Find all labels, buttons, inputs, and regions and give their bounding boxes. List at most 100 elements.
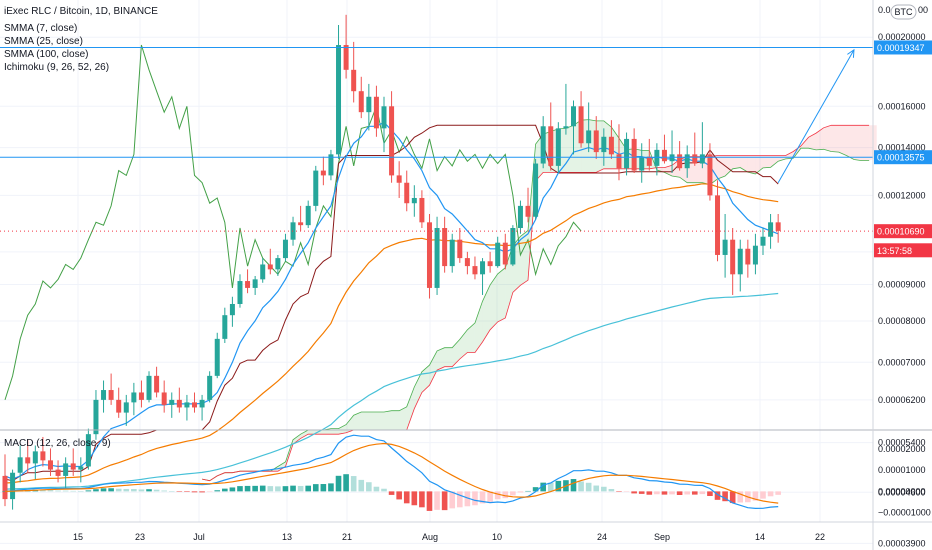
candle-body[interactable] (237, 281, 243, 304)
candle-body[interactable] (533, 163, 539, 217)
candle[interactable] (93, 390, 99, 440)
candle[interactable] (434, 216, 440, 295)
candle-body[interactable] (85, 434, 91, 467)
candle[interactable] (40, 436, 46, 467)
candle-body[interactable] (199, 399, 205, 408)
candle[interactable] (260, 258, 266, 283)
candle[interactable] (593, 116, 599, 159)
candle-body[interactable] (548, 126, 554, 166)
candle[interactable] (176, 387, 182, 413)
candle-body[interactable] (434, 228, 440, 288)
candle-body[interactable] (449, 239, 455, 267)
candle-body[interactable] (282, 239, 288, 259)
candle[interactable] (616, 124, 622, 181)
candle[interactable] (25, 439, 31, 473)
candle[interactable] (78, 457, 84, 483)
candle-body[interactable] (540, 126, 546, 164)
candle-body[interactable] (404, 182, 410, 204)
candle[interactable] (480, 258, 486, 295)
candle-body[interactable] (40, 451, 46, 461)
candle-body[interactable] (586, 130, 592, 144)
candle[interactable] (775, 213, 781, 243)
candle[interactable] (70, 448, 76, 476)
candle-body[interactable] (389, 106, 395, 176)
candle-body[interactable] (192, 402, 197, 408)
candle[interactable] (608, 120, 614, 159)
candle-body[interactable] (328, 154, 334, 176)
candle[interactable] (252, 275, 258, 295)
candle-body[interactable] (313, 170, 319, 206)
candle[interactable] (146, 371, 152, 403)
candle[interactable] (237, 274, 243, 308)
candle-body[interactable] (737, 248, 743, 275)
candle[interactable] (449, 233, 455, 273)
candle-body[interactable] (123, 402, 129, 413)
candle-body[interactable] (517, 205, 523, 229)
candle-body[interactable] (639, 156, 645, 171)
legend-macd[interactable]: MACD (12, 26, close, 9) (4, 438, 111, 449)
candle-body[interactable] (677, 154, 683, 169)
candle[interactable] (464, 251, 470, 275)
candle-body[interactable] (555, 128, 561, 166)
candle-body[interactable] (10, 472, 16, 500)
candle[interactable] (760, 228, 766, 255)
legend[interactable]: iExec RLC / Bitcoin, 1D, BINANCE SMMA (7… (4, 6, 158, 449)
candle[interactable] (389, 91, 395, 183)
candle-body[interactable] (176, 399, 182, 408)
candle[interactable] (457, 228, 463, 263)
candle-body[interactable] (624, 138, 630, 169)
candle[interactable] (601, 128, 607, 166)
candle[interactable] (2, 454, 8, 507)
candle-body[interactable] (146, 375, 152, 400)
candle[interactable] (699, 122, 705, 169)
candle[interactable] (442, 216, 448, 273)
candle-body[interactable] (487, 261, 493, 267)
candle[interactable] (411, 185, 417, 217)
candle[interactable] (715, 180, 721, 262)
candle-body[interactable] (131, 392, 137, 403)
candle[interactable] (131, 382, 137, 416)
candle-body[interactable] (768, 222, 774, 237)
candle-body[interactable] (525, 205, 531, 217)
candle-body[interactable] (252, 279, 258, 288)
candle[interactable] (419, 190, 425, 229)
legend-ichimoku[interactable]: Ichimoku (9, 26, 52, 26) (4, 62, 109, 73)
candle-body[interactable] (351, 69, 357, 92)
candle[interactable] (47, 448, 53, 476)
candle-body[interactable] (116, 399, 122, 413)
candle-body[interactable] (480, 261, 486, 275)
candle-body[interactable] (138, 392, 144, 400)
candle-body[interactable] (457, 239, 463, 259)
projection-arrow-line[interactable] (777, 49, 855, 183)
candle[interactable] (275, 254, 281, 276)
candle-body[interactable] (305, 205, 311, 226)
candle-body[interactable] (154, 375, 160, 393)
candle-body[interactable] (775, 222, 781, 231)
candle[interactable] (487, 251, 493, 273)
candles[interactable] (2, 14, 781, 510)
candle-body[interactable] (464, 258, 470, 267)
candle-body[interactable] (229, 303, 235, 316)
candle[interactable] (555, 122, 561, 173)
candle[interactable] (722, 213, 728, 278)
candle-body[interactable] (578, 106, 584, 144)
candle-body[interactable] (502, 242, 508, 265)
candle-body[interactable] (32, 451, 38, 464)
candle[interactable] (533, 158, 539, 220)
candle-body[interactable] (222, 315, 228, 339)
candle-body[interactable] (661, 149, 667, 162)
candle[interactable] (320, 156, 326, 186)
candle[interactable] (654, 143, 660, 176)
candle[interactable] (192, 392, 197, 413)
candle[interactable] (17, 445, 23, 483)
candle-body[interactable] (760, 236, 766, 246)
candle-body[interactable] (260, 264, 266, 280)
candle[interactable] (108, 373, 114, 405)
candle[interactable] (624, 132, 630, 176)
candle-body[interactable] (495, 242, 501, 267)
candle[interactable] (336, 25, 342, 159)
candle[interactable] (313, 165, 319, 212)
candle[interactable] (298, 205, 304, 231)
horizontal-lines[interactable] (0, 46, 873, 232)
candle-body[interactable] (631, 138, 637, 171)
